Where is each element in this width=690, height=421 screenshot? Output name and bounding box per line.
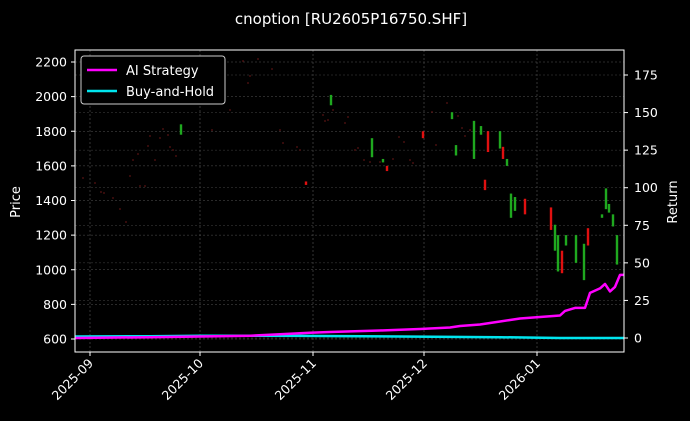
- price-tick-label: 1800: [35, 124, 67, 139]
- price-tick-label: 1200: [35, 228, 67, 243]
- price-tick-label: 600: [43, 332, 67, 347]
- date-tick-label: 2025-12: [383, 356, 431, 404]
- price-tick-label: 2200: [35, 55, 67, 70]
- return-tick-label: 0: [634, 331, 642, 346]
- candlestick-series: [82, 58, 619, 281]
- price-tick-label: 1400: [35, 193, 67, 208]
- chart-title: cnoption [RU2605P16750.SHF]: [235, 10, 467, 28]
- return-tick-label: 150: [634, 105, 658, 120]
- return-axis: 0 25 50 75 100 125 150 175: [624, 68, 658, 346]
- return-axis-label: Return: [666, 180, 681, 223]
- return-tick-label: 175: [634, 68, 658, 83]
- date-tick-label: 2025-09: [49, 355, 97, 403]
- return-tick-label: 25: [634, 293, 650, 308]
- legend: AI Strategy Buy-and-Hold: [80, 55, 226, 105]
- date-axis: 2025-09 2025-10 2025-11 2025-12 2026-01: [49, 352, 544, 404]
- date-tick-label: 2025-10: [159, 355, 207, 403]
- date-tick-label: 2025-11: [272, 356, 320, 404]
- date-tick-label: 2026-01: [496, 356, 544, 404]
- price-tick-label: 1000: [35, 262, 67, 277]
- return-series: [74, 273, 624, 340]
- price-tick-label: 800: [43, 297, 67, 312]
- price-axis: 600 800 1000 1200 1400 1600 1800 2000 2200: [35, 55, 75, 347]
- legend-label-ai-strategy: AI Strategy: [126, 64, 199, 79]
- return-tick-label: 75: [634, 218, 650, 233]
- price-tick-label: 1600: [35, 158, 67, 173]
- return-tick-label: 50: [634, 255, 650, 270]
- return-tick-label: 100: [634, 180, 658, 195]
- legend-label-buy-and-hold: Buy-and-Hold: [126, 85, 214, 100]
- price-axis-label: Price: [9, 186, 24, 218]
- return-tick-label: 125: [634, 143, 658, 158]
- price-tick-label: 2000: [35, 89, 67, 104]
